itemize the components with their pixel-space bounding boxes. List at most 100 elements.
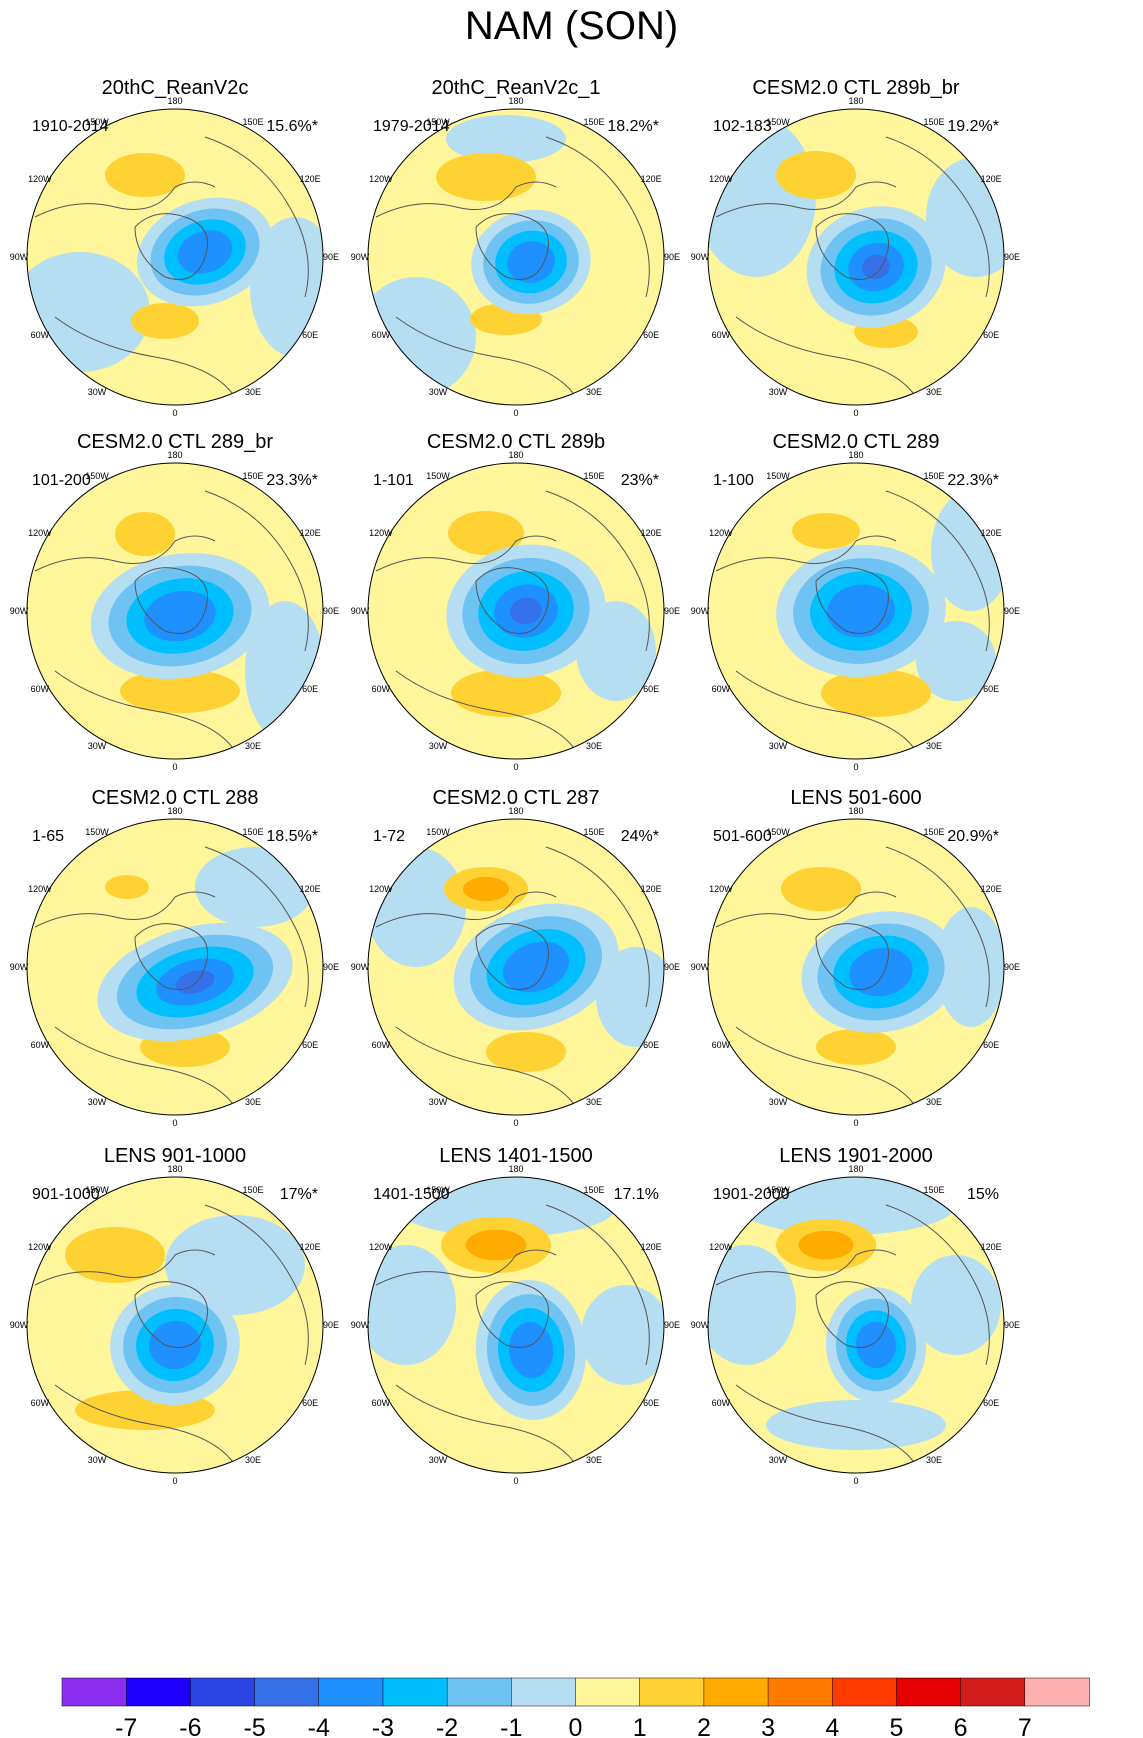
negative-anomaly-region [708,117,816,277]
longitude-label: 180 [848,96,863,106]
longitude-label: 180 [848,806,863,816]
coastline-segment [34,891,216,928]
panel-variance: 18.2%* [607,118,659,135]
map-field [27,463,323,759]
positive-anomaly-center [131,303,199,339]
longitude-label: 120E [641,884,662,894]
longitude-label: 30W [769,741,788,751]
map-field [27,109,323,405]
map-boundary [367,108,665,406]
coastline-segment [715,1249,897,1286]
map-panel: 180 150E 120E 90E 60E 30E 0 30W 60W 90W 120W 150W LE… [691,787,1020,1128]
colorbar-swatch [254,1677,320,1707]
panel-years: 102-183 [713,118,772,135]
coastline [375,136,650,398]
longitude-label: 60W [31,1040,50,1050]
longitude-label: 90W [351,606,370,616]
panel-title: CESM2.0 CTL 289_br [77,431,273,453]
longitude-label: 150E [583,471,604,481]
longitude-label: 90E [323,606,339,616]
longitude-label: 120E [300,528,321,538]
longitude-label: 0 [513,1118,518,1128]
longitude-label: 150E [923,471,944,481]
longitude-label: 30E [926,387,942,397]
positive-anomaly-center [115,512,175,556]
panel-title: 20thC_ReanV2c [102,77,249,99]
longitude-label: 60E [983,684,999,694]
longitude-label: 120E [981,884,1002,894]
figure-title: NAM (SON) [464,4,679,48]
longitude-label: 120W [709,884,733,894]
longitude-label: 0 [853,408,858,418]
longitude-label: 90E [323,962,339,972]
panel-years: 1-100 [713,472,754,489]
longitude-label: 120W [369,884,393,894]
map-panel: 180 150E 120E 90E 60E 30E 0 30W 60W 90W 120W 150W CE… [691,431,1020,772]
map-field [27,819,323,1115]
coastline-segment [715,535,897,572]
panel-variance: 15% [967,1186,999,1203]
longitude-label: 120W [709,1242,733,1252]
longitude-label: 90W [351,1320,370,1330]
longitude-label: 60E [302,1040,318,1050]
coastline-segment [375,1249,557,1286]
coastline-segment [54,316,236,398]
longitude-label: 120W [28,528,52,538]
longitude-label: 30W [88,387,107,397]
longitude-label: 90W [691,1320,710,1330]
coastline-segment [375,535,557,572]
coastline-segment [204,136,309,298]
longitude-label: 60W [712,330,731,340]
coastline-segment [545,136,650,298]
longitude-label: 90E [664,1320,680,1330]
longitude-label: 0 [513,762,518,772]
coastline-segment [735,316,917,398]
colorbar-tick-label: -1 [500,1714,522,1738]
longitude-label: 120E [300,884,321,894]
longitude-label: 150E [923,827,944,837]
longitude-label: 30W [88,741,107,751]
coastline-segment [395,1384,577,1466]
longitude-label: 90E [1004,1320,1020,1330]
colorbar-tick-label: -6 [179,1714,201,1738]
longitude-label: 90W [351,962,370,972]
longitude-label: 150E [923,1185,944,1195]
map-field [368,819,664,1115]
panel-title: LENS 1401-1500 [439,1145,592,1167]
panel-title: LENS 901-1000 [104,1145,246,1167]
positive-anomaly-center [105,153,185,197]
longitude-label: 60W [712,684,731,694]
longitude-label: 60E [983,330,999,340]
longitude-label: 30E [245,387,261,397]
longitude-label: 180 [167,806,182,816]
map-panel: 180 150E 120E 90E 60E 30E 0 30W 60W 90W 120W 150W CE… [351,431,680,772]
longitude-label: 0 [853,762,858,772]
colorbar-swatch [896,1677,962,1707]
longitude-label: 150W [85,1185,109,1195]
positive-anomaly-center [821,669,931,717]
longitude-label: 150W [426,1185,450,1195]
longitude-label: 180 [508,450,523,460]
panel-years: 1910-2014 [32,118,109,135]
longitude-label: 60W [712,1040,731,1050]
coastline-segment [815,923,889,990]
panel-title: CESM2.0 CTL 289b [427,431,605,453]
negative-anomaly-center [862,254,890,280]
longitude-label: 60W [31,330,50,340]
coastline-segment [715,181,897,218]
coastline-segment [885,1204,990,1366]
negative-anomaly-center [177,230,233,274]
positive-anomaly-center [451,669,561,717]
longitude-label: 90W [351,252,370,262]
longitude-label: 30E [926,1097,942,1107]
coastline-segment [475,567,549,634]
longitude-label: 60E [983,1398,999,1408]
negative-anomaly-center [175,970,215,994]
coastline-segment [475,213,549,280]
coastline-segment [395,670,577,752]
longitude-label: 0 [513,408,518,418]
longitude-label: 90E [1004,252,1020,262]
map-boundary [707,818,1005,1116]
coastline-segment [475,1281,549,1348]
negative-anomaly-center [507,241,555,283]
